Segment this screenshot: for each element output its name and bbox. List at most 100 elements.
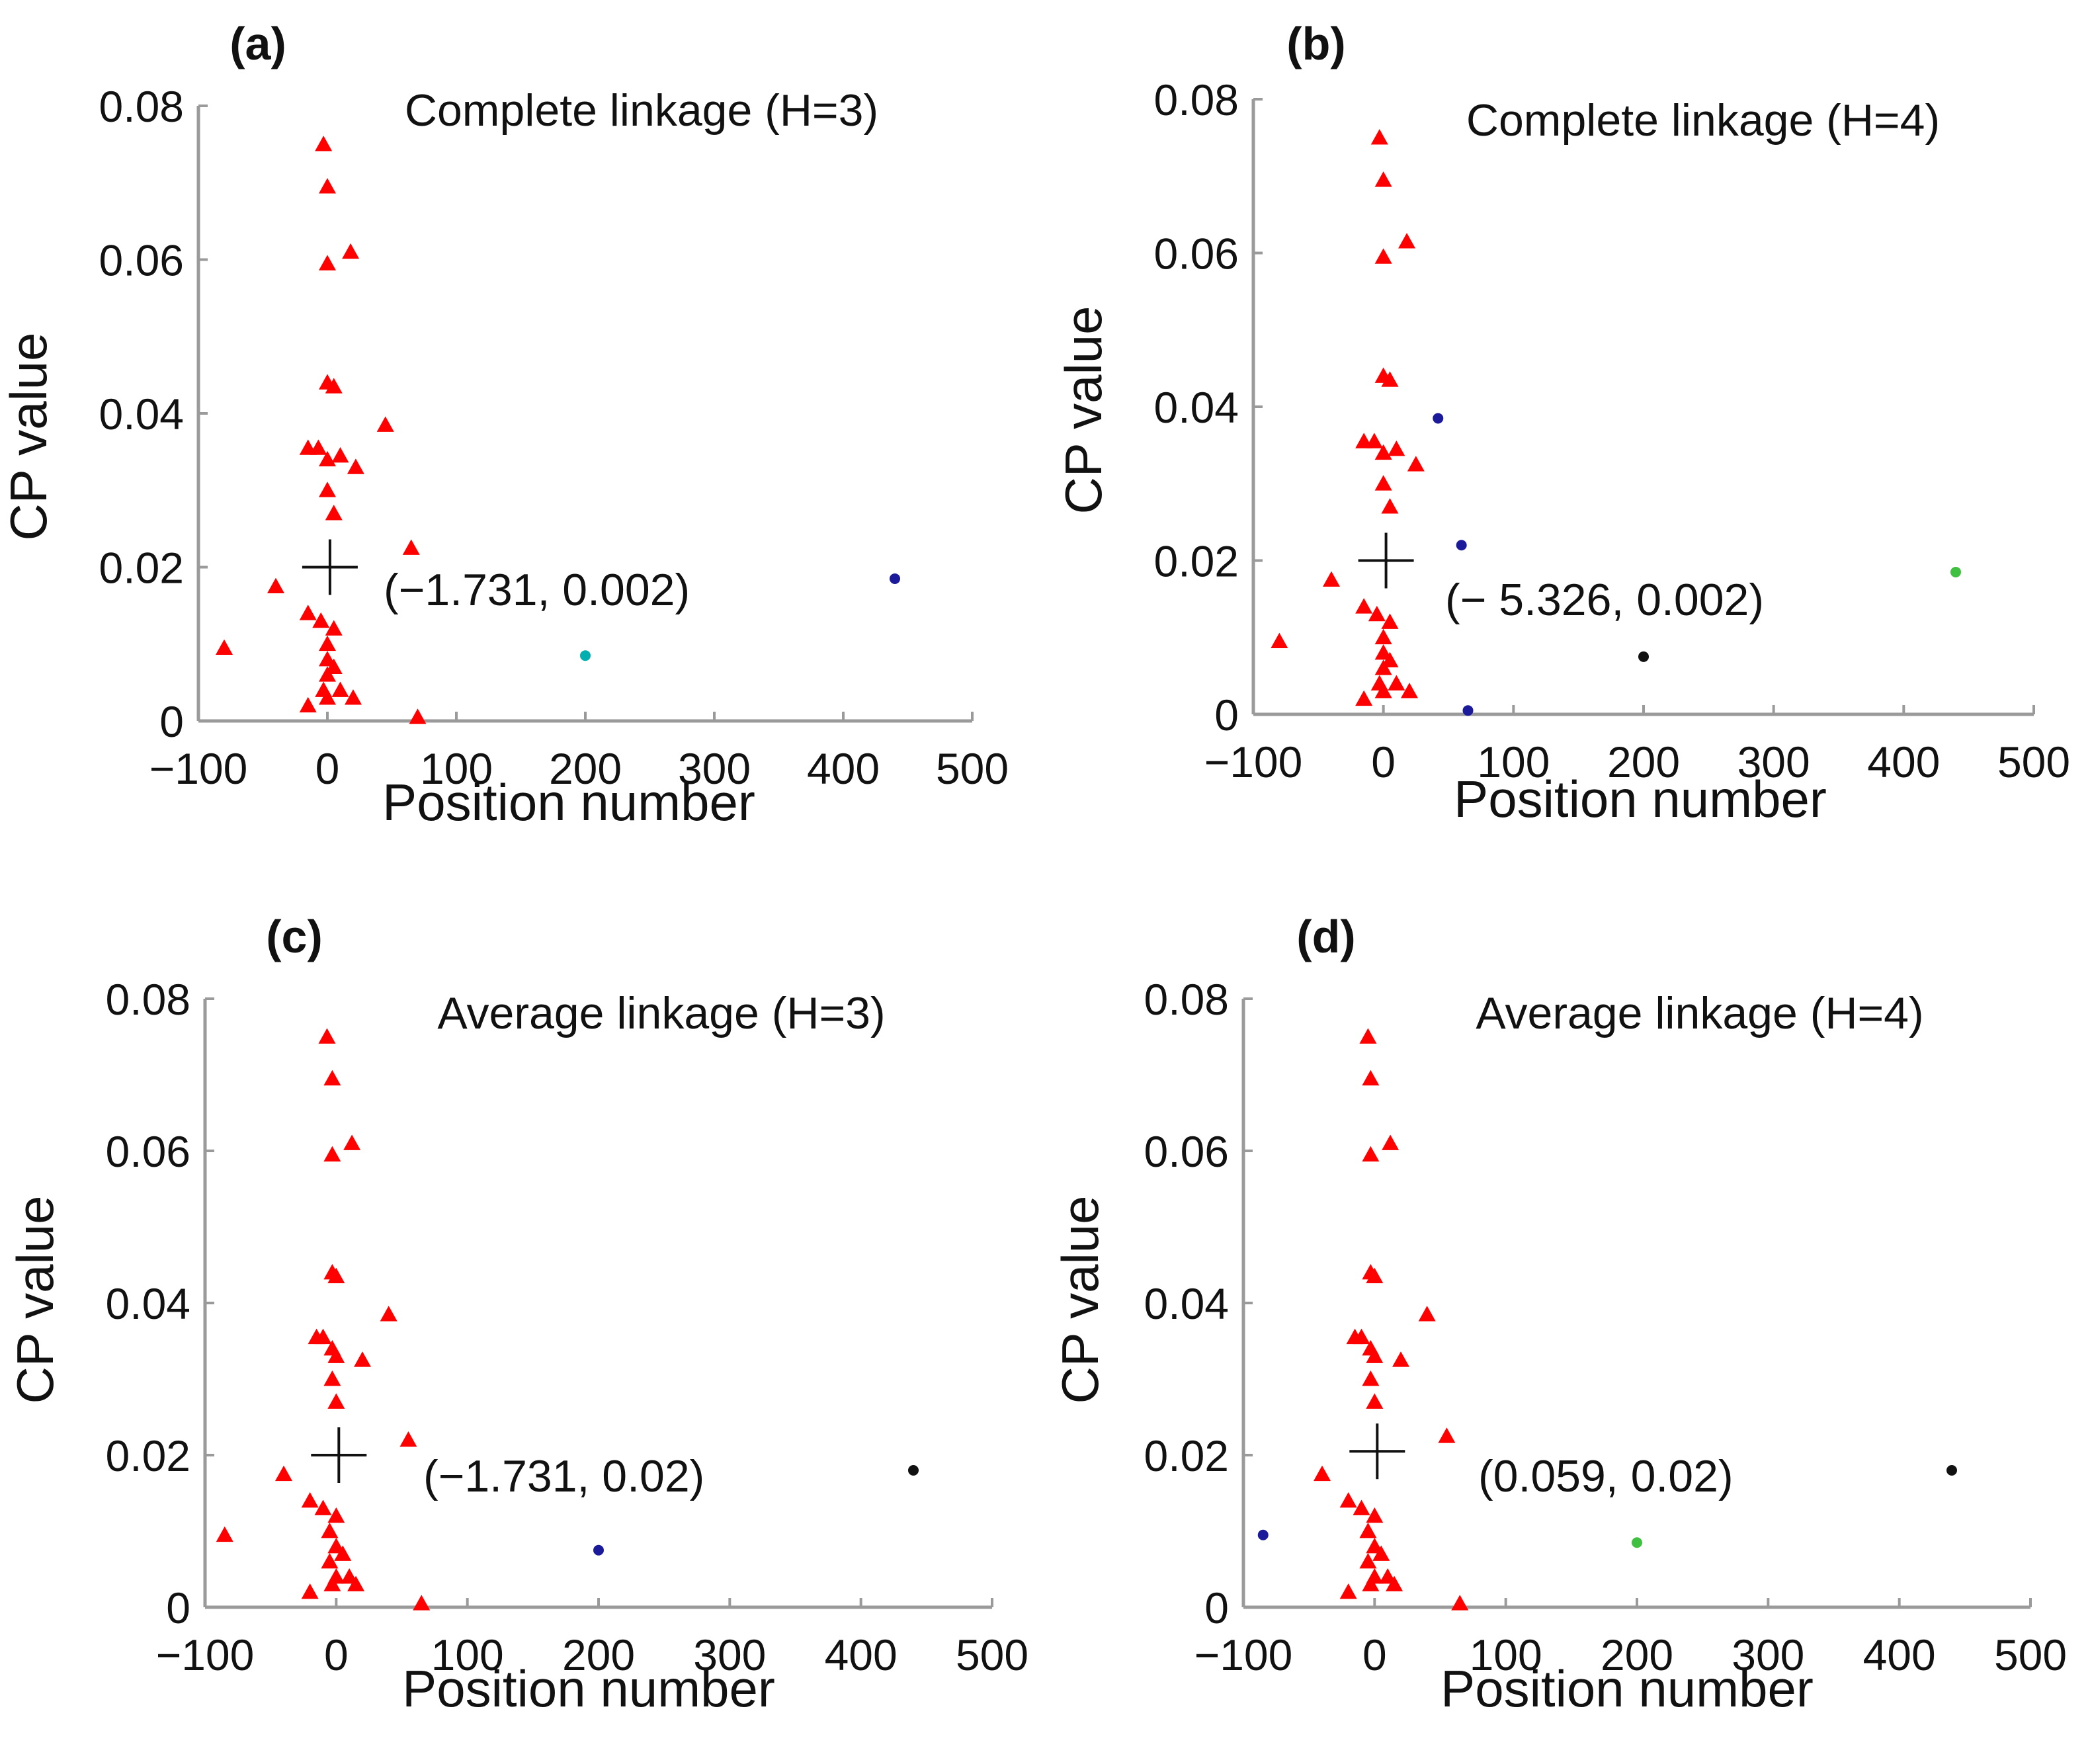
data-point-triangle: [1372, 1545, 1390, 1561]
x-tick-label: 500: [1997, 737, 2070, 786]
data-point-triangle: [314, 1328, 332, 1345]
data-point-triangle: [1374, 248, 1392, 264]
data-point-triangle: [1386, 1575, 1403, 1591]
x-tick-label: 500: [936, 744, 1009, 793]
y-tick-label: 0: [166, 1583, 190, 1632]
data-point-triangle: [331, 681, 349, 697]
data-point-triangle: [1381, 371, 1399, 387]
data-point-triangle: [345, 689, 362, 705]
data-point-triangle: [380, 1306, 397, 1322]
x-axis-label: Position number: [1441, 1659, 1814, 1718]
data-point-triangle: [319, 255, 336, 271]
data-point-triangle: [1438, 1427, 1456, 1443]
data-point-triangle: [216, 639, 233, 655]
series-cluster-4: [1950, 566, 1961, 577]
data-point-triangle: [323, 1146, 341, 1162]
y-tick-label: 0: [1204, 1583, 1229, 1632]
x-tick-label: 400: [807, 744, 880, 793]
data-point-triangle: [1271, 632, 1288, 648]
data-point-dot: [1638, 651, 1649, 662]
x-tick-label: 0: [1371, 737, 1396, 786]
data-point-dot: [593, 1544, 604, 1556]
chart-title: Average linkage (H=3): [437, 988, 885, 1038]
data-point-triangle: [1355, 598, 1373, 614]
y-axis-label: CP value: [6, 1195, 64, 1404]
series-cluster-2: [580, 650, 591, 661]
data-point-triangle: [347, 458, 364, 474]
x-tick-label: 0: [324, 1630, 349, 1679]
x-tick-label: 400: [1867, 737, 1940, 786]
chart-title: Complete linkage (H=4): [1466, 95, 1940, 146]
data-point-triangle: [402, 539, 420, 555]
panel-label: (a): [230, 18, 286, 69]
data-point-dot: [1950, 566, 1961, 577]
data-point-triangle: [1381, 498, 1399, 514]
data-point-triangle: [325, 620, 343, 636]
series-cluster-2: [593, 1544, 604, 1556]
data-point-triangle: [1362, 1070, 1380, 1086]
data-point-triangle: [323, 1370, 341, 1386]
data-point-triangle: [299, 696, 317, 713]
x-tick-label: 0: [1362, 1630, 1387, 1679]
y-tick-label: 0.02: [1144, 1431, 1229, 1480]
data-point-triangle: [323, 1070, 341, 1086]
data-point-dot: [890, 573, 900, 584]
y-tick-label: 0.02: [1154, 537, 1239, 586]
data-point-triangle: [1359, 1028, 1377, 1044]
data-point-triangle: [1381, 613, 1399, 629]
y-tick-label: 0.08: [1154, 75, 1239, 124]
data-point-triangle: [1381, 651, 1399, 668]
data-point-triangle: [319, 689, 336, 705]
data-point-triangle: [1355, 690, 1373, 706]
data-point-triangle: [1374, 644, 1392, 660]
data-point-triangle: [413, 1595, 431, 1611]
data-point-triangle: [1339, 1492, 1357, 1508]
data-point-triangle: [325, 505, 343, 521]
data-point-triangle: [319, 635, 336, 651]
data-point-triangle: [341, 1568, 358, 1584]
x-axis-label: Position number: [402, 1659, 775, 1718]
data-point-triangle: [327, 1507, 345, 1523]
data-point-triangle: [1366, 1393, 1384, 1409]
data-point-triangle: [327, 1538, 345, 1554]
series-cluster-2: [1433, 413, 1474, 716]
data-point-triangle: [1353, 1499, 1370, 1515]
data-point-triangle: [331, 446, 349, 463]
x-axis-label: Position number: [382, 773, 755, 831]
centroid-annotation: (0.059, 0.02): [1478, 1451, 1734, 1501]
x-tick-label: 100: [1477, 737, 1550, 786]
chart-title: Complete linkage (H=3): [405, 85, 878, 136]
x-tick-label: 100: [1470, 1630, 1542, 1679]
data-point-triangle: [1366, 1538, 1384, 1554]
data-point-triangle: [301, 1583, 319, 1599]
data-point-triangle: [1366, 1267, 1384, 1284]
data-point-triangle: [1370, 129, 1388, 145]
data-point-triangle: [1323, 571, 1340, 587]
panel-d: −100 0 100 200 300 400 50000.020.040.060.08Pos…: [1051, 911, 2067, 1718]
series-cluster-4: [1946, 1465, 1957, 1476]
y-tick-label: 0.08: [1144, 975, 1229, 1024]
y-tick-label: 0.06: [1144, 1127, 1229, 1176]
data-point-triangle: [343, 1134, 361, 1150]
y-tick-label: 0: [159, 697, 184, 746]
data-point-triangle: [321, 1523, 339, 1538]
y-tick-label: 0.04: [1144, 1279, 1229, 1328]
data-point-triangle: [1362, 1575, 1380, 1591]
data-point-triangle: [1314, 1465, 1331, 1482]
panel-label: (c): [266, 911, 323, 962]
y-axis-label: CP value: [0, 332, 58, 540]
data-point-triangle: [216, 1526, 233, 1542]
data-point-triangle: [1368, 605, 1386, 622]
data-point-triangle: [325, 378, 343, 394]
data-point-dot: [908, 1465, 919, 1476]
x-tick-label: 400: [825, 1630, 898, 1679]
series-main-cluster: [1271, 129, 1425, 706]
data-point-triangle: [1418, 1306, 1436, 1322]
y-tick-label: 0.04: [1154, 383, 1239, 432]
data-point-triangle: [1374, 628, 1392, 645]
data-point-triangle: [1374, 659, 1392, 675]
data-point-triangle: [334, 1545, 352, 1561]
y-tick-label: 0: [1214, 691, 1239, 739]
data-point-triangle: [1362, 1370, 1380, 1386]
